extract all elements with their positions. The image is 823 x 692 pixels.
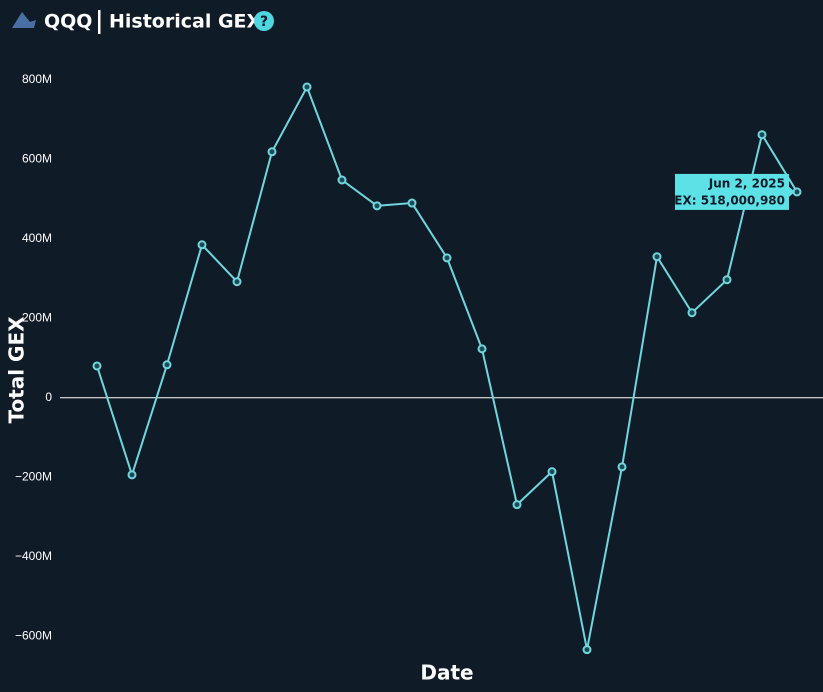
point — [442, 253, 452, 263]
point — [757, 130, 767, 140]
tooltip-arrow — [789, 186, 795, 197]
point — [267, 147, 277, 157]
point — [162, 360, 172, 370]
y-tick-label: 800M — [22, 72, 52, 86]
point — [372, 201, 382, 211]
tooltip-box — [675, 173, 789, 210]
y-axis-title: Total GEX — [5, 316, 29, 424]
tooltip: Jun 2, 2025 GEX: 518,000,980 — [664, 173, 795, 210]
tooltip-title: Jun 2, 2025 — [708, 176, 785, 190]
y-tick-label: 0 — [45, 390, 52, 404]
page-title: Historical GEX — [109, 11, 262, 33]
point — [512, 500, 522, 510]
y-tick-label: −200M — [15, 469, 52, 483]
separator — [98, 10, 101, 34]
point — [617, 462, 627, 472]
help-text[interactable]: ? — [260, 14, 268, 30]
logo — [12, 12, 36, 28]
y-tick-label: 600M — [22, 152, 52, 166]
point — [407, 198, 417, 208]
line — [96, 84, 798, 650]
point — [687, 308, 697, 318]
point — [582, 645, 592, 655]
point — [477, 344, 487, 354]
help-icon[interactable] — [254, 11, 274, 31]
point — [652, 252, 662, 262]
y-tick-label: 400M — [22, 231, 52, 245]
point — [547, 467, 557, 477]
point — [337, 175, 347, 185]
point — [197, 240, 207, 250]
point — [127, 470, 137, 480]
tooltip-text: GEX: 518,000,980 — [664, 193, 785, 207]
x-axis-title: Date — [420, 661, 473, 685]
y-tick-label: −600M — [15, 628, 52, 642]
y-tick-label: −400M — [15, 549, 52, 563]
point — [92, 361, 102, 371]
point — [232, 277, 242, 287]
y-tick-label: 200M — [22, 310, 52, 324]
point — [722, 275, 732, 285]
symbol: QQQ — [44, 11, 92, 33]
point — [302, 82, 312, 92]
